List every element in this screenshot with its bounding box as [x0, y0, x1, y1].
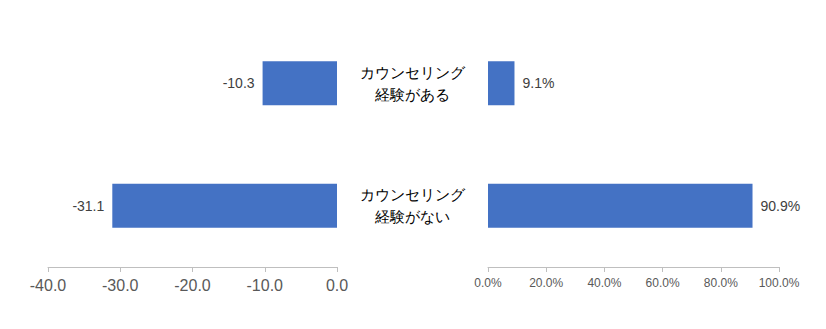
svg-text:20.0%: 20.0% — [529, 276, 563, 290]
svg-text:-31.1: -31.1 — [72, 198, 104, 214]
svg-text:0.0: 0.0 — [326, 277, 348, 294]
svg-text:経験がない: 経験がない — [374, 208, 450, 225]
svg-text:-20.0: -20.0 — [174, 277, 211, 294]
svg-text:9.1%: 9.1% — [522, 75, 554, 91]
svg-text:90.9%: 90.9% — [761, 198, 801, 214]
svg-text:60.0%: 60.0% — [646, 276, 680, 290]
svg-text:-10.0: -10.0 — [247, 277, 284, 294]
svg-text:-30.0: -30.0 — [102, 277, 139, 294]
svg-text:80.0%: 80.0% — [704, 276, 738, 290]
svg-text:-10.3: -10.3 — [223, 75, 255, 91]
svg-text:経験がある: 経験がある — [374, 86, 450, 103]
svg-text:カウンセリング: カウンセリング — [360, 186, 466, 203]
svg-text:-40.0: -40.0 — [30, 277, 67, 294]
svg-text:カウンセリング: カウンセリング — [360, 64, 466, 81]
svg-text:100.0%: 100.0% — [759, 276, 800, 290]
svg-text:40.0%: 40.0% — [587, 276, 621, 290]
svg-text:0.0%: 0.0% — [474, 276, 502, 290]
